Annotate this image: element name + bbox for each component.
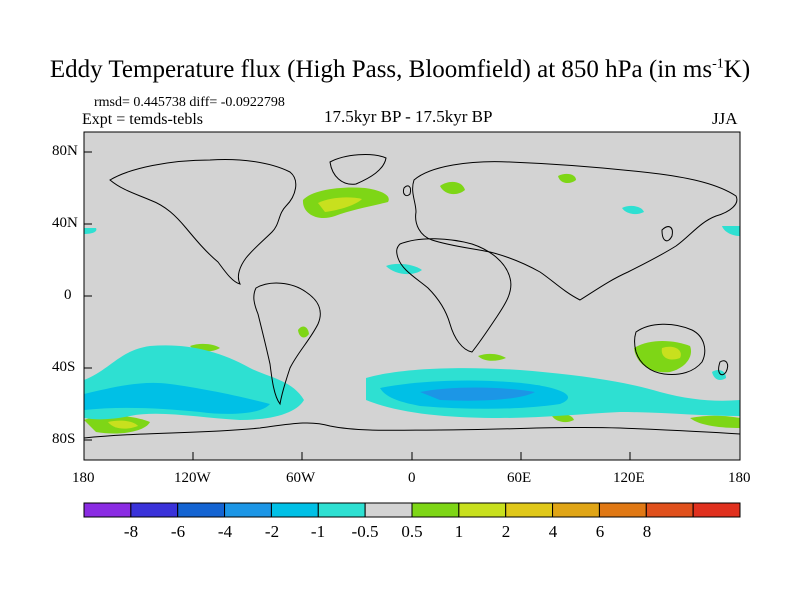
coast-japan bbox=[661, 226, 673, 242]
longitude-ticks bbox=[83, 452, 741, 460]
positive-anomaly-south-atlantic bbox=[478, 353, 506, 361]
lat-label-80n: 80N bbox=[52, 143, 78, 159]
title-main: Eddy Temperature flux (High Pass, Bloomf… bbox=[49, 56, 713, 83]
lat-label-0: 0 bbox=[64, 287, 72, 303]
positive-anomaly-antarctic-east bbox=[690, 415, 740, 428]
negative-anomaly-east-pacific bbox=[84, 228, 97, 234]
colorbar-label: -1 bbox=[310, 522, 326, 541]
positive-core-north-atlantic bbox=[318, 197, 362, 212]
colorbar-swatch bbox=[177, 502, 226, 518]
lon-label-180w: 180 bbox=[72, 470, 95, 486]
lon-label-120e: 120E bbox=[613, 470, 645, 486]
colorbar-swatch bbox=[645, 502, 694, 518]
stats-label: rmsd= 0.445738 diff= -0.0922798 bbox=[94, 95, 285, 110]
colorbar-label: 8 bbox=[642, 522, 652, 541]
map-panel bbox=[83, 131, 741, 461]
coast-new-zealand bbox=[718, 360, 729, 376]
colorbar-swatch bbox=[411, 502, 460, 518]
chart-title: Eddy Temperature flux (High Pass, Bloomf… bbox=[0, 56, 800, 84]
positive-anomaly-scandinavia bbox=[440, 181, 465, 195]
positive-anomaly-south-pacific-1 bbox=[298, 326, 309, 338]
negative-anomaly-north-pacific bbox=[622, 205, 644, 215]
colorbar-swatch bbox=[270, 502, 319, 518]
coast-antarctica bbox=[83, 422, 741, 439]
lon-label-60e: 60E bbox=[507, 470, 532, 486]
lon-label-0: 0 bbox=[408, 470, 416, 486]
colorbar-swatch bbox=[317, 502, 366, 518]
colorbar-swatch bbox=[692, 502, 741, 518]
negative-core-southern-indian bbox=[420, 387, 535, 401]
colorbar-swatch bbox=[130, 502, 179, 518]
negative-anomaly-tasman bbox=[712, 370, 726, 380]
colorbar-label: -4 bbox=[217, 522, 233, 541]
lat-label-40n: 40N bbox=[52, 215, 78, 231]
colorbar-swatch bbox=[224, 502, 272, 518]
colorbar-swatch bbox=[505, 502, 554, 518]
coast-south-america bbox=[253, 282, 321, 406]
coast-australia bbox=[634, 323, 706, 375]
colorbar-label: -0.5 bbox=[351, 522, 379, 541]
negative-mid-southern-pacific bbox=[84, 382, 270, 414]
negative-anomaly-west-pacific bbox=[722, 226, 740, 236]
colorbar-label: 1 bbox=[454, 522, 464, 541]
lon-label-60w: 60W bbox=[286, 470, 316, 486]
coast-north-america bbox=[109, 159, 297, 285]
positive-core-antarctic-pacific bbox=[108, 420, 138, 429]
positive-anomaly-south-indian bbox=[552, 413, 574, 423]
colorbar-swatch bbox=[552, 502, 600, 518]
colorbar-label: -6 bbox=[170, 522, 186, 541]
lon-label-120w: 120W bbox=[174, 470, 211, 486]
positive-anomaly-siberia bbox=[558, 173, 576, 184]
season-label: JJA bbox=[712, 109, 738, 128]
coast-uk bbox=[403, 185, 411, 197]
period-label: 17.5kyr BP - 17.5kyr BP bbox=[324, 107, 493, 126]
coast-africa bbox=[396, 238, 512, 353]
title-sup: -1 bbox=[712, 56, 724, 72]
coastlines bbox=[83, 154, 741, 439]
colorbar bbox=[83, 502, 741, 518]
title-end: K) bbox=[723, 56, 751, 83]
colorbar-label: 0.5 bbox=[401, 522, 423, 541]
latitude-ticks bbox=[84, 151, 92, 441]
colorbar-label: -8 bbox=[123, 522, 139, 541]
colorbar-swatch bbox=[364, 502, 413, 518]
colorbar-label: 2 bbox=[501, 522, 511, 541]
negative-anomaly-mid-atlantic bbox=[386, 263, 422, 275]
colorbar-swatch bbox=[458, 502, 507, 518]
colorbar-swatch bbox=[598, 502, 647, 518]
coast-eurasia bbox=[412, 161, 738, 301]
lat-label-80s: 80S bbox=[52, 431, 76, 447]
colorbar-swatch bbox=[83, 502, 132, 518]
experiment-label: Expt = temds-tebls bbox=[82, 111, 204, 128]
lon-label-180e: 180 bbox=[728, 470, 751, 486]
lat-label-40s: 40S bbox=[52, 359, 76, 375]
colorbar-label: 6 bbox=[595, 522, 605, 541]
colorbar-label: 4 bbox=[548, 522, 558, 541]
colorbar-label: -2 bbox=[264, 522, 280, 541]
coast-greenland bbox=[329, 154, 387, 185]
positive-core-australia bbox=[661, 346, 681, 360]
